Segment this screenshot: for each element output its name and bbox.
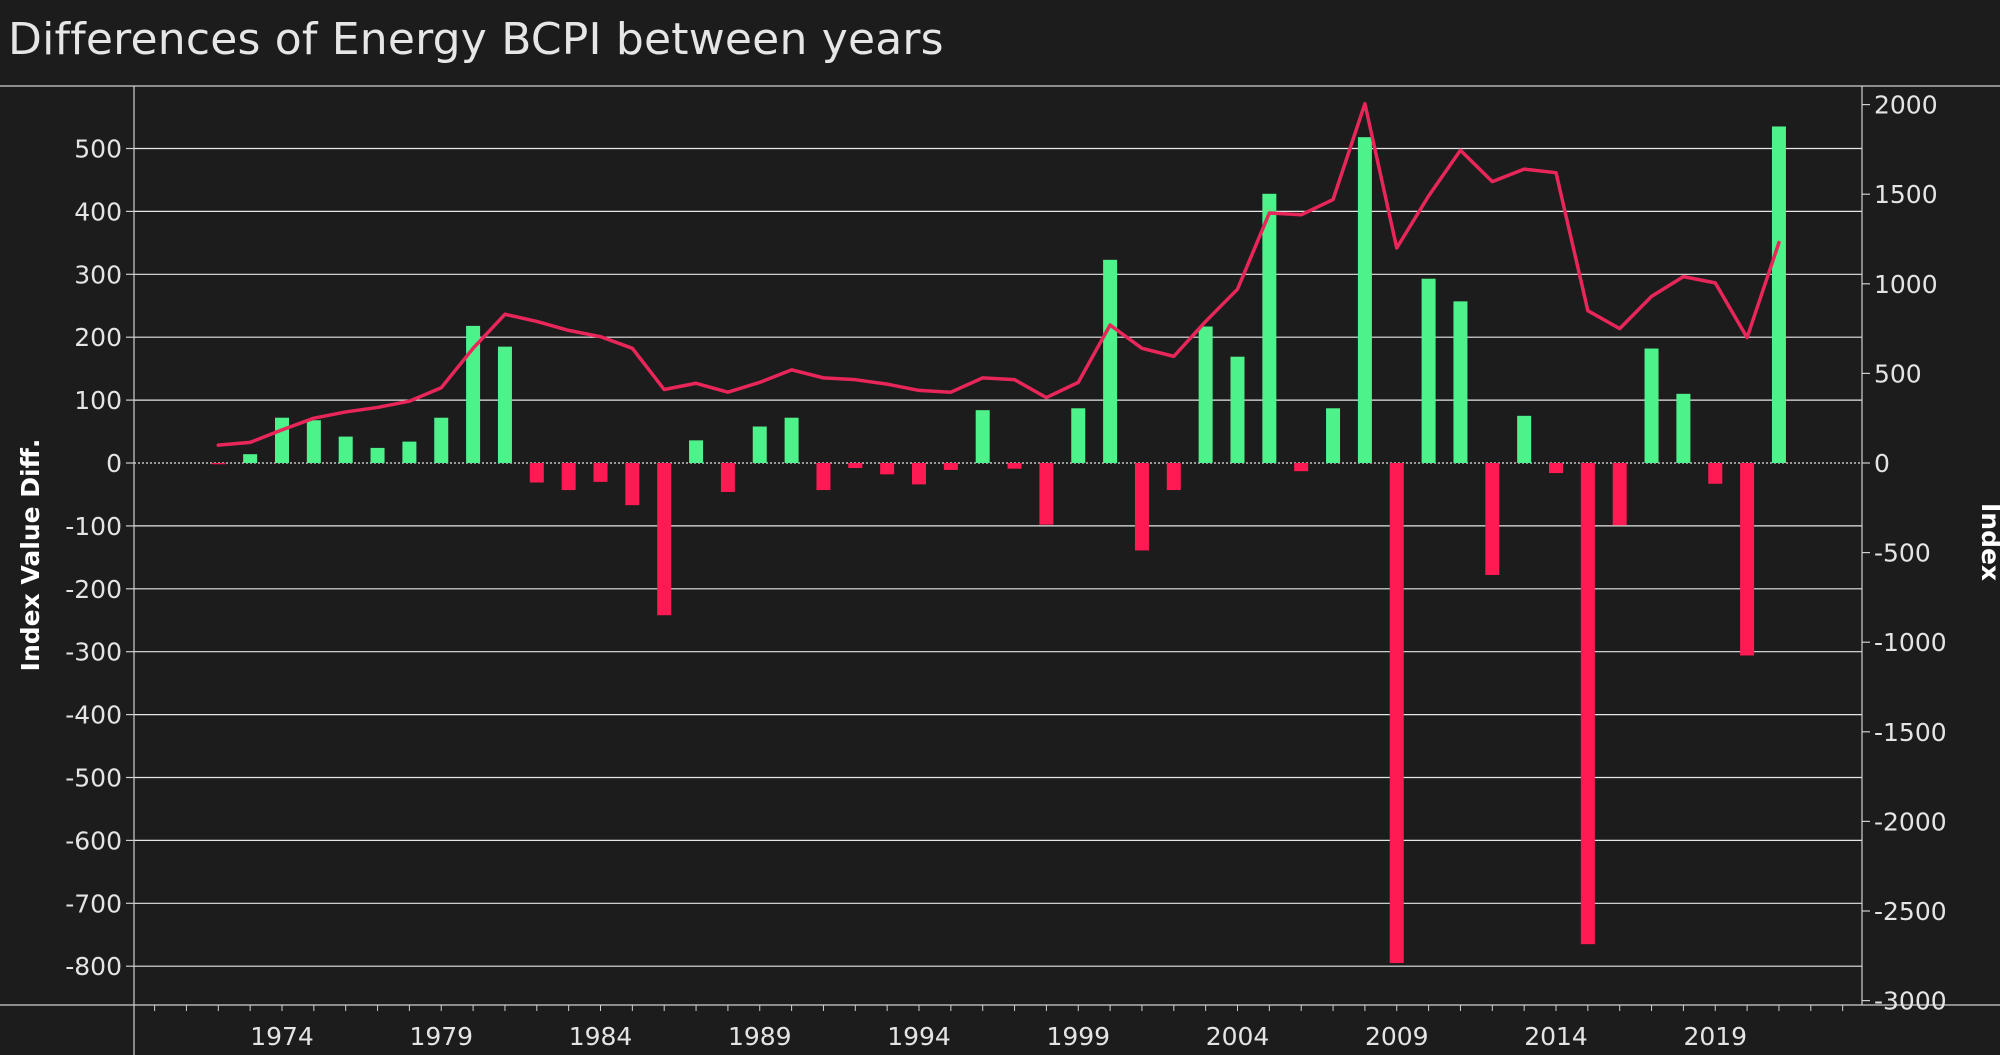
left-tick-label: 500 <box>74 135 122 164</box>
bar-negative <box>1549 463 1563 474</box>
right-tick-label: 0 <box>1874 449 1890 478</box>
right-tick-label: 500 <box>1874 359 1922 388</box>
bar-positive <box>1771 126 1786 464</box>
right-tick-label: -2500 <box>1874 897 1947 926</box>
left-axis-ticks: 500 400 300 200 100 0 -100 -200 -300 -400 -500 -600… <box>65 135 122 982</box>
axes <box>0 85 2000 1055</box>
right-axis-ticks: 2000 1500 1000 500 0 -500 -1000 -1500 -2000 -2500… <box>1874 91 1947 1016</box>
right-tick-label: -1500 <box>1874 718 1947 747</box>
x-tick-label: 2019 <box>1683 1022 1747 1051</box>
left-tick-label: -400 <box>65 701 122 730</box>
bar-negative <box>1740 463 1755 656</box>
right-tick-label: -2000 <box>1874 807 1947 836</box>
bar-positive <box>466 325 481 463</box>
x-tick-label: 2004 <box>1206 1022 1270 1051</box>
bar-positive <box>1676 393 1691 463</box>
bar-positive <box>784 417 799 463</box>
bar-negative <box>1039 463 1054 525</box>
left-axis-title: Index Value Diff. <box>16 439 45 672</box>
bar-positive <box>1103 259 1118 463</box>
bar-positive <box>1644 348 1659 463</box>
bar-positive <box>1198 326 1213 463</box>
bar-negative <box>720 463 735 492</box>
bar-negative <box>593 463 608 482</box>
bar-positive <box>1453 301 1468 463</box>
index-line <box>216 101 1781 447</box>
x-tick-label: 1979 <box>409 1022 473 1051</box>
bar-negative <box>625 463 640 506</box>
right-tick-label: 1500 <box>1874 180 1938 209</box>
left-tick-label: -600 <box>65 826 122 855</box>
x-tick-label: 2009 <box>1365 1022 1429 1051</box>
bar-positive <box>1071 408 1086 463</box>
left-tick-label: 400 <box>74 197 122 226</box>
bar-positive <box>370 447 385 463</box>
left-tick-label: -500 <box>65 764 122 793</box>
bar-negative <box>816 463 831 491</box>
x-tick-label: 2014 <box>1524 1022 1588 1051</box>
left-tick-label: 300 <box>74 260 122 289</box>
right-axis-title: Index <box>1976 503 2000 581</box>
right-tick-label: -1000 <box>1874 628 1947 657</box>
bar-positive <box>1357 137 1372 464</box>
bar-negative <box>1134 463 1149 551</box>
bar-positive <box>402 441 417 463</box>
right-tick-label: 2000 <box>1874 91 1938 120</box>
line-series <box>216 101 1781 447</box>
right-tick-label: -500 <box>1874 539 1931 568</box>
bar-positive <box>306 420 321 463</box>
x-tick-label: 1994 <box>887 1022 951 1051</box>
bar-positive <box>1517 415 1532 463</box>
bar-negative <box>912 463 926 485</box>
bar-negative <box>211 463 226 465</box>
bar-negative <box>529 463 544 483</box>
left-tick-label: 200 <box>74 323 122 352</box>
bar-negative <box>1389 463 1404 964</box>
bar-positive <box>434 417 449 463</box>
bar-negative <box>657 463 672 616</box>
bar-negative <box>1294 463 1309 472</box>
bar-negative <box>943 463 958 470</box>
left-tick-label: -800 <box>65 952 122 981</box>
left-tick-label: -300 <box>65 638 122 667</box>
chart-title: Differences of Energy BCPI between years <box>8 14 944 65</box>
bar-negative <box>1708 463 1723 484</box>
x-tick-label: 1989 <box>728 1022 792 1051</box>
bar-negative <box>1007 463 1022 469</box>
bar-positive <box>338 436 353 463</box>
bar-positive <box>689 440 704 463</box>
x-axis-ticks: 1974 1979 1984 1989 1994 1999 2004 2009 2014 2019 <box>250 1022 1747 1051</box>
right-tick-label: 1000 <box>1874 270 1938 299</box>
bar-negative <box>561 463 576 491</box>
bar-positive <box>752 426 767 463</box>
bar-positive <box>243 454 258 463</box>
left-tick-label: 0 <box>106 449 122 478</box>
bar-negative <box>1166 463 1181 491</box>
x-tick-label: 1974 <box>250 1022 314 1051</box>
x-tick-label: 1984 <box>569 1022 633 1051</box>
left-tick-label: -700 <box>65 889 122 918</box>
bar-positive <box>1326 408 1341 463</box>
bar-negative <box>1485 463 1500 575</box>
bar-positive <box>275 417 289 463</box>
bar-negative <box>1612 463 1627 526</box>
left-tick-label: 100 <box>74 386 122 415</box>
bar-negative <box>848 463 863 469</box>
bar-negative <box>880 463 895 475</box>
bar-positive <box>1262 193 1277 463</box>
left-tick-label: -200 <box>65 575 122 604</box>
right-tick-label: -3000 <box>1874 987 1947 1016</box>
x-tick-label: 1999 <box>1046 1022 1110 1051</box>
bar-negative <box>1580 463 1595 945</box>
gridlines <box>134 147 1862 967</box>
bar-positive <box>497 346 512 463</box>
bar-positive <box>975 410 990 463</box>
bar-positive <box>1230 356 1245 463</box>
bar-positive <box>1421 278 1436 463</box>
left-tick-label: -100 <box>65 512 122 541</box>
bars-series <box>211 126 1786 964</box>
